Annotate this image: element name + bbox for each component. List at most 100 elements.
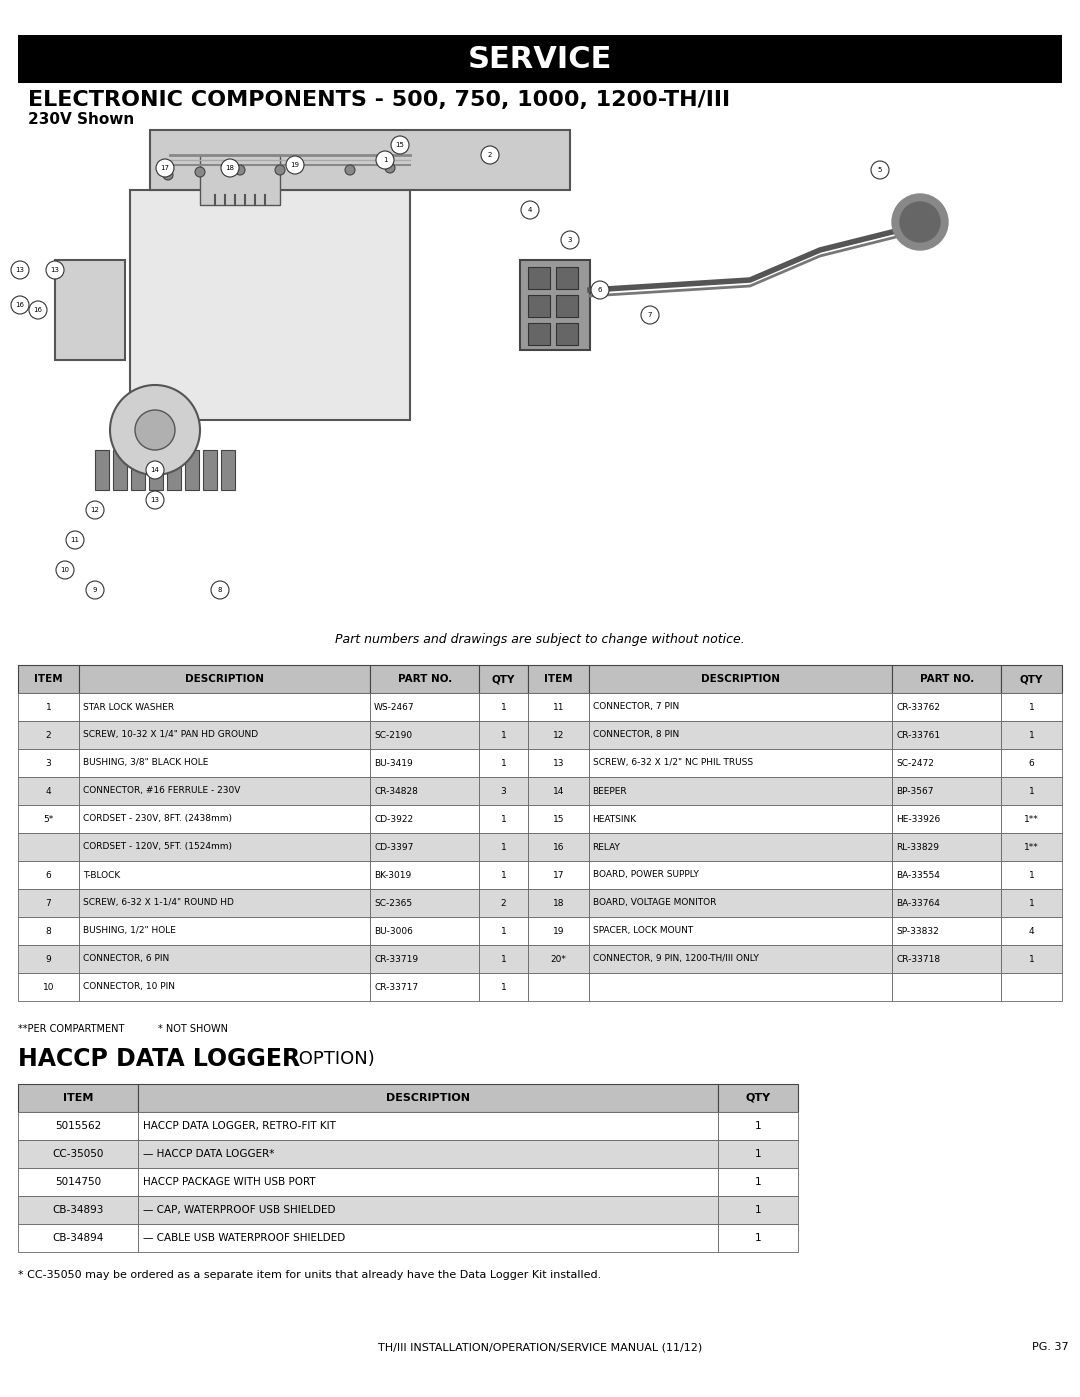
Bar: [528, 693, 589, 721]
Bar: [79, 861, 370, 888]
Circle shape: [146, 490, 164, 509]
Bar: [589, 805, 892, 833]
Text: 17: 17: [161, 165, 170, 170]
Bar: [892, 665, 1001, 693]
Text: DESCRIPTION: DESCRIPTION: [185, 673, 264, 685]
Bar: [589, 972, 892, 1002]
Bar: [1001, 665, 1062, 693]
Text: 1: 1: [755, 1120, 761, 1132]
Text: 11: 11: [70, 536, 80, 543]
Text: CONNECTOR, 9 PIN, 1200-TH/III ONLY: CONNECTOR, 9 PIN, 1200-TH/III ONLY: [593, 954, 758, 964]
Text: 4: 4: [45, 787, 51, 795]
Bar: [528, 861, 589, 888]
Bar: [480, 665, 528, 693]
Text: SCREW, 6-32 X 1-1/4" ROUND HD: SCREW, 6-32 X 1-1/4" ROUND HD: [83, 898, 233, 908]
Text: CONNECTOR, 8 PIN: CONNECTOR, 8 PIN: [593, 731, 679, 739]
Bar: [370, 665, 480, 693]
Bar: [18, 35, 1062, 82]
Bar: [18, 916, 79, 944]
Text: CR-33719: CR-33719: [374, 954, 418, 964]
Bar: [589, 693, 892, 721]
Bar: [370, 805, 480, 833]
Bar: [1001, 944, 1062, 972]
Circle shape: [110, 386, 200, 475]
Bar: [113, 450, 127, 490]
Text: CORDSET - 230V, 8FT. (2438mm): CORDSET - 230V, 8FT. (2438mm): [83, 814, 232, 823]
Text: 16: 16: [553, 842, 564, 852]
Bar: [79, 888, 370, 916]
Bar: [95, 450, 109, 490]
Bar: [18, 777, 79, 805]
Bar: [589, 944, 892, 972]
Text: 8: 8: [45, 926, 51, 936]
Bar: [1001, 777, 1062, 805]
Text: 13: 13: [150, 497, 160, 503]
Text: 14: 14: [150, 467, 160, 474]
Text: 1: 1: [501, 814, 507, 823]
Bar: [18, 833, 79, 861]
Text: QTY: QTY: [1020, 673, 1043, 685]
Text: CORDSET - 120V, 5FT. (1524mm): CORDSET - 120V, 5FT. (1524mm): [83, 842, 232, 852]
Bar: [589, 833, 892, 861]
Bar: [18, 721, 79, 749]
Bar: [589, 916, 892, 944]
Bar: [18, 1084, 138, 1112]
Bar: [528, 749, 589, 777]
Text: 9: 9: [93, 587, 97, 592]
Bar: [1001, 693, 1062, 721]
Bar: [131, 450, 145, 490]
Text: 14: 14: [553, 787, 564, 795]
Text: 1: 1: [501, 842, 507, 852]
Text: CR-34828: CR-34828: [374, 787, 418, 795]
Text: 9: 9: [45, 954, 51, 964]
Text: CONNECTOR, 6 PIN: CONNECTOR, 6 PIN: [83, 954, 168, 964]
Text: 7: 7: [45, 898, 51, 908]
Text: 19: 19: [553, 926, 564, 936]
Bar: [79, 916, 370, 944]
Circle shape: [11, 296, 29, 314]
Circle shape: [345, 165, 355, 175]
Text: 16: 16: [33, 307, 42, 313]
Bar: [556, 295, 578, 317]
Circle shape: [376, 151, 394, 169]
Bar: [370, 888, 480, 916]
Bar: [892, 749, 1001, 777]
Text: 2: 2: [488, 152, 492, 158]
Text: SC-2472: SC-2472: [896, 759, 934, 767]
Text: QTY: QTY: [491, 673, 515, 685]
Text: HE-33926: HE-33926: [896, 814, 941, 823]
Text: CR-33762: CR-33762: [896, 703, 940, 711]
Text: CD-3397: CD-3397: [374, 842, 414, 852]
Bar: [200, 155, 280, 205]
Text: CR-33718: CR-33718: [896, 954, 941, 964]
Text: 1: 1: [755, 1148, 761, 1160]
Bar: [718, 1084, 798, 1112]
Circle shape: [235, 165, 245, 175]
Bar: [370, 749, 480, 777]
Circle shape: [900, 203, 940, 242]
Text: 19: 19: [291, 162, 299, 168]
Text: PG. 37: PG. 37: [1031, 1343, 1068, 1352]
Text: 1: 1: [501, 759, 507, 767]
Bar: [480, 777, 528, 805]
Text: DESCRIPTION: DESCRIPTION: [386, 1092, 470, 1104]
Text: 2: 2: [45, 731, 51, 739]
Text: * CC-35050 may be ordered as a separate item for units that already have the Dat: * CC-35050 may be ordered as a separate …: [18, 1270, 602, 1280]
Bar: [1001, 749, 1062, 777]
Bar: [18, 944, 79, 972]
Text: 5015562: 5015562: [55, 1120, 102, 1132]
Bar: [79, 833, 370, 861]
Bar: [18, 693, 79, 721]
Bar: [370, 833, 480, 861]
Text: 10: 10: [42, 982, 54, 992]
Bar: [892, 805, 1001, 833]
Text: 1**: 1**: [1024, 842, 1039, 852]
Bar: [1001, 861, 1062, 888]
Text: 5*: 5*: [43, 814, 54, 823]
Bar: [138, 1224, 718, 1252]
Text: QTY: QTY: [745, 1092, 770, 1104]
Bar: [589, 749, 892, 777]
Bar: [18, 136, 1062, 624]
Circle shape: [642, 306, 659, 324]
Circle shape: [146, 461, 164, 479]
